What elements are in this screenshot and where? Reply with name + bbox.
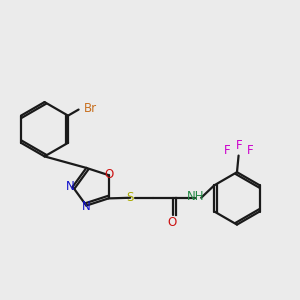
Text: N: N	[66, 180, 75, 193]
Text: O: O	[168, 216, 177, 229]
Text: Br: Br	[84, 102, 98, 115]
Text: O: O	[105, 168, 114, 181]
Text: S: S	[127, 191, 134, 204]
Text: F: F	[224, 144, 231, 157]
Text: NH: NH	[187, 190, 205, 203]
Text: F: F	[247, 144, 253, 157]
Text: F: F	[236, 140, 242, 152]
Text: N: N	[82, 200, 91, 213]
